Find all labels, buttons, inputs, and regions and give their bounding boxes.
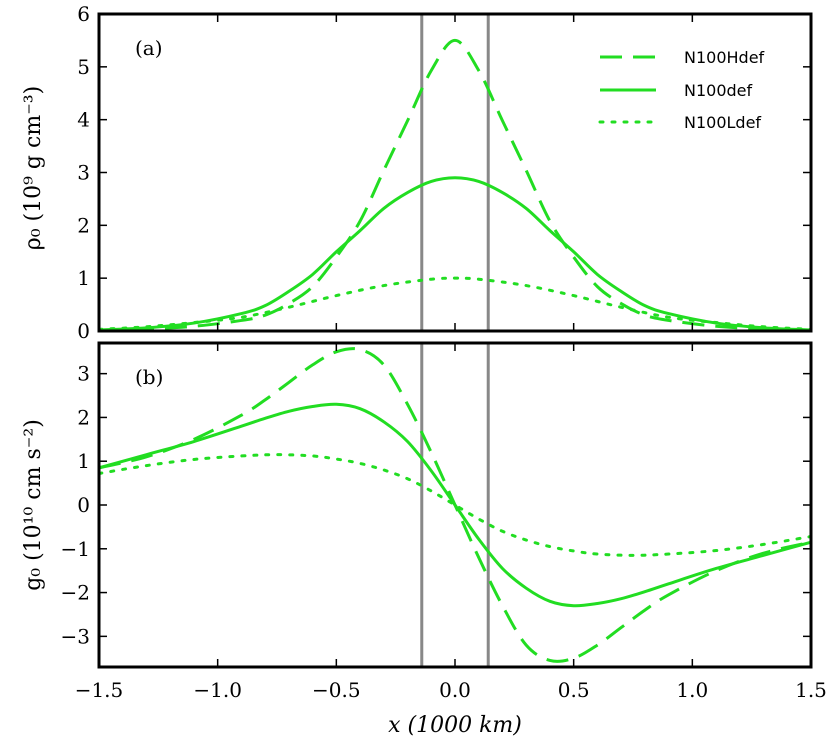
legend-label-n100ldef: N100Ldef [684,113,761,132]
panel-a: 0 1 2 3 4 5 6 (a) [77,2,813,343]
y-axis-label-a: ρ₀ (10⁹ g cm⁻³) [21,86,46,250]
y-tick-label: 2 [77,213,90,237]
legend: N100Hdef N100def N100Ldef [598,48,765,132]
x-tick-label: −0.5 [312,678,361,702]
y-tick-label: 1 [77,449,90,473]
y-tick-label: −1 [61,537,90,561]
y-tick-label: −3 [61,624,90,648]
x-tick-label: 0.0 [439,678,471,702]
y-tick-label: 2 [77,405,90,429]
panel-label-a: (a) [135,36,163,60]
panel-label-b: (b) [135,365,163,389]
y-tick-label: −2 [61,581,90,605]
y-tick-label: 3 [77,362,90,386]
y-tick-label: 0 [77,493,90,517]
series-n100ldef-line [99,276,811,331]
x-tick-label: 0.5 [558,678,590,702]
x-tick-label: −1.0 [193,678,242,702]
series-n100hdef-line [99,38,811,331]
x-tick-label: 1.5 [795,678,827,702]
y-axis-label-b: g₀ (10¹⁰ cm s⁻²) [21,419,46,591]
series-n100def-line [99,402,811,608]
series-n100def-line [99,176,811,331]
legend-label-n100def: N100def [684,81,753,100]
legend-label-n100hdef: N100Hdef [684,48,765,67]
x-axis-label: x (1000 km) [388,713,522,738]
y-tick-label: 3 [77,161,90,185]
x-tick-label: 1.0 [676,678,708,702]
y-tick-label: 6 [77,2,90,26]
y-tick-label: 5 [77,55,90,79]
y-tick-label: 0 [77,319,90,343]
y-tick-label: 4 [77,108,90,132]
y-tick-label: 1 [77,266,90,290]
x-tick-label: −1.5 [75,678,124,702]
series-n100ldef-line [99,453,811,557]
panel-b: −3 −2 −1 0 1 2 3 −1.5 −1.0 −0.5 0.0 0.5 1.0 1.5 (b) [61,341,827,702]
